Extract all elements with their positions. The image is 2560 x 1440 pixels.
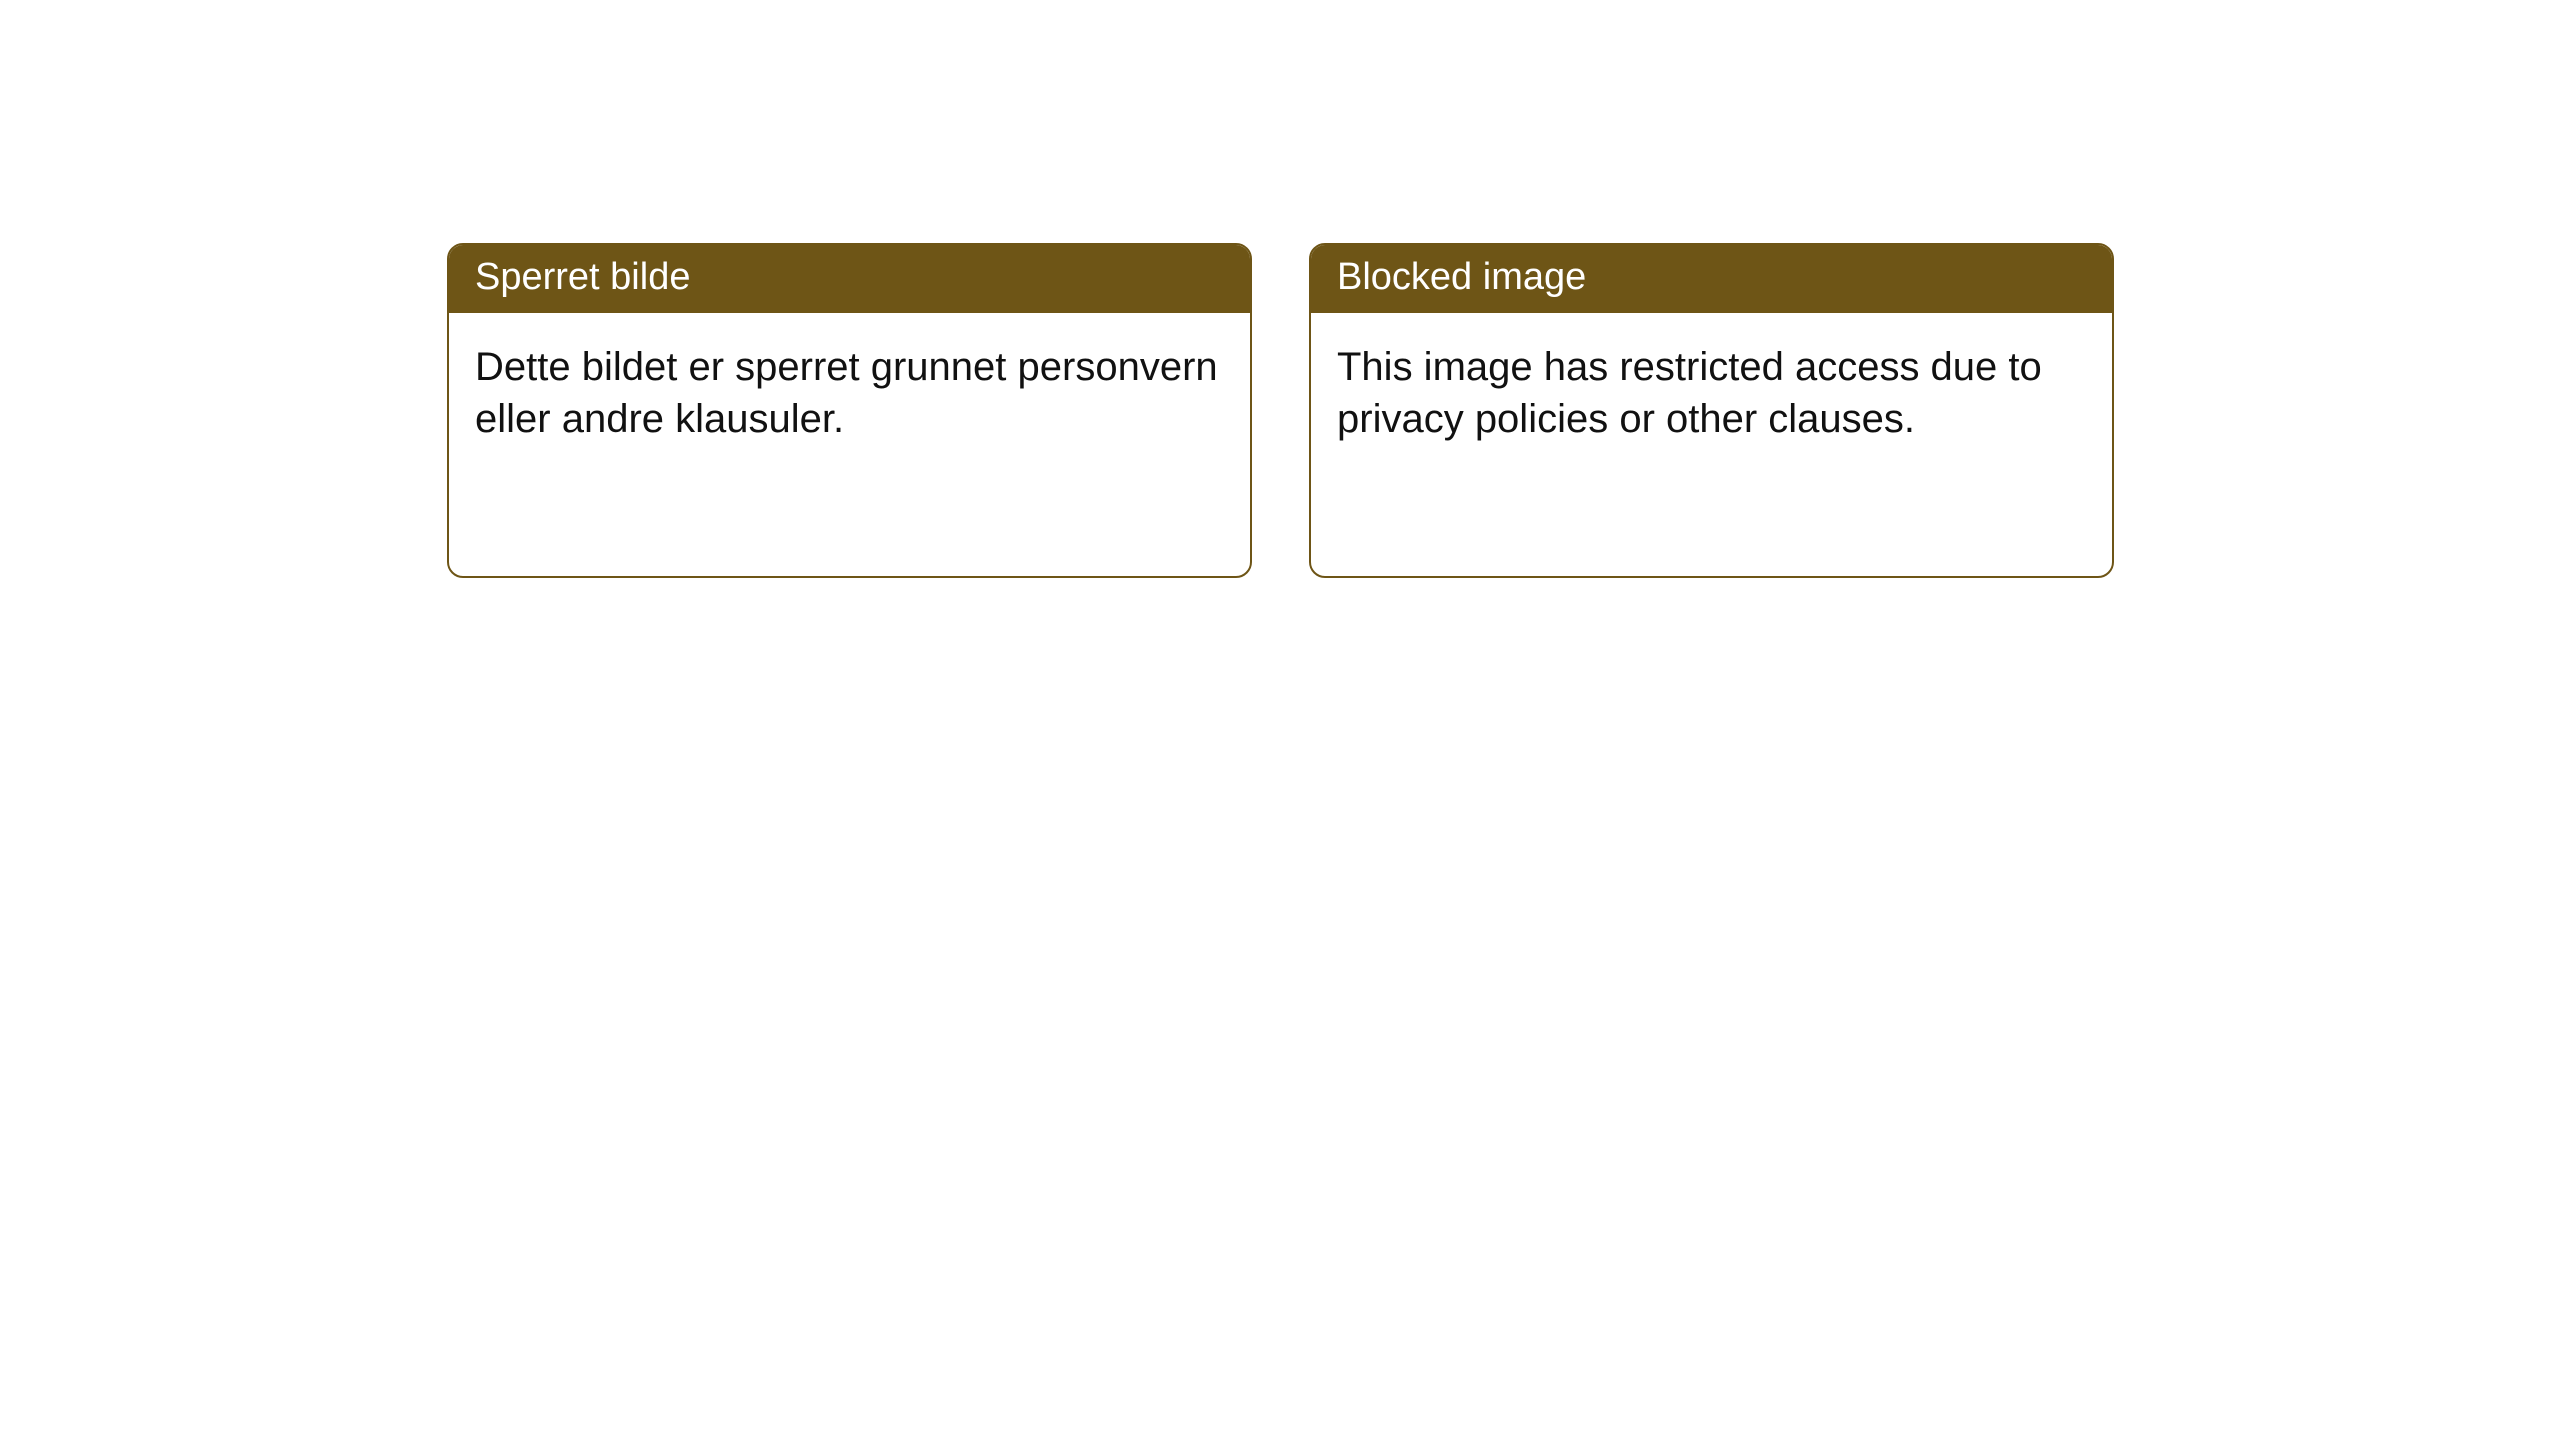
blocked-image-card-en: Blocked image This image has restricted … xyxy=(1309,243,2114,578)
card-body: Dette bildet er sperret grunnet personve… xyxy=(449,313,1250,473)
card-title: Blocked image xyxy=(1337,256,1586,298)
notice-cards-container: Sperret bilde Dette bildet er sperret gr… xyxy=(447,243,2114,578)
card-text: This image has restricted access due to … xyxy=(1337,341,2086,445)
card-text: Dette bildet er sperret grunnet personve… xyxy=(475,341,1224,445)
card-header: Blocked image xyxy=(1311,245,2112,313)
blocked-image-card-no: Sperret bilde Dette bildet er sperret gr… xyxy=(447,243,1252,578)
card-header: Sperret bilde xyxy=(449,245,1250,313)
card-title: Sperret bilde xyxy=(475,256,690,298)
card-body: This image has restricted access due to … xyxy=(1311,313,2112,473)
